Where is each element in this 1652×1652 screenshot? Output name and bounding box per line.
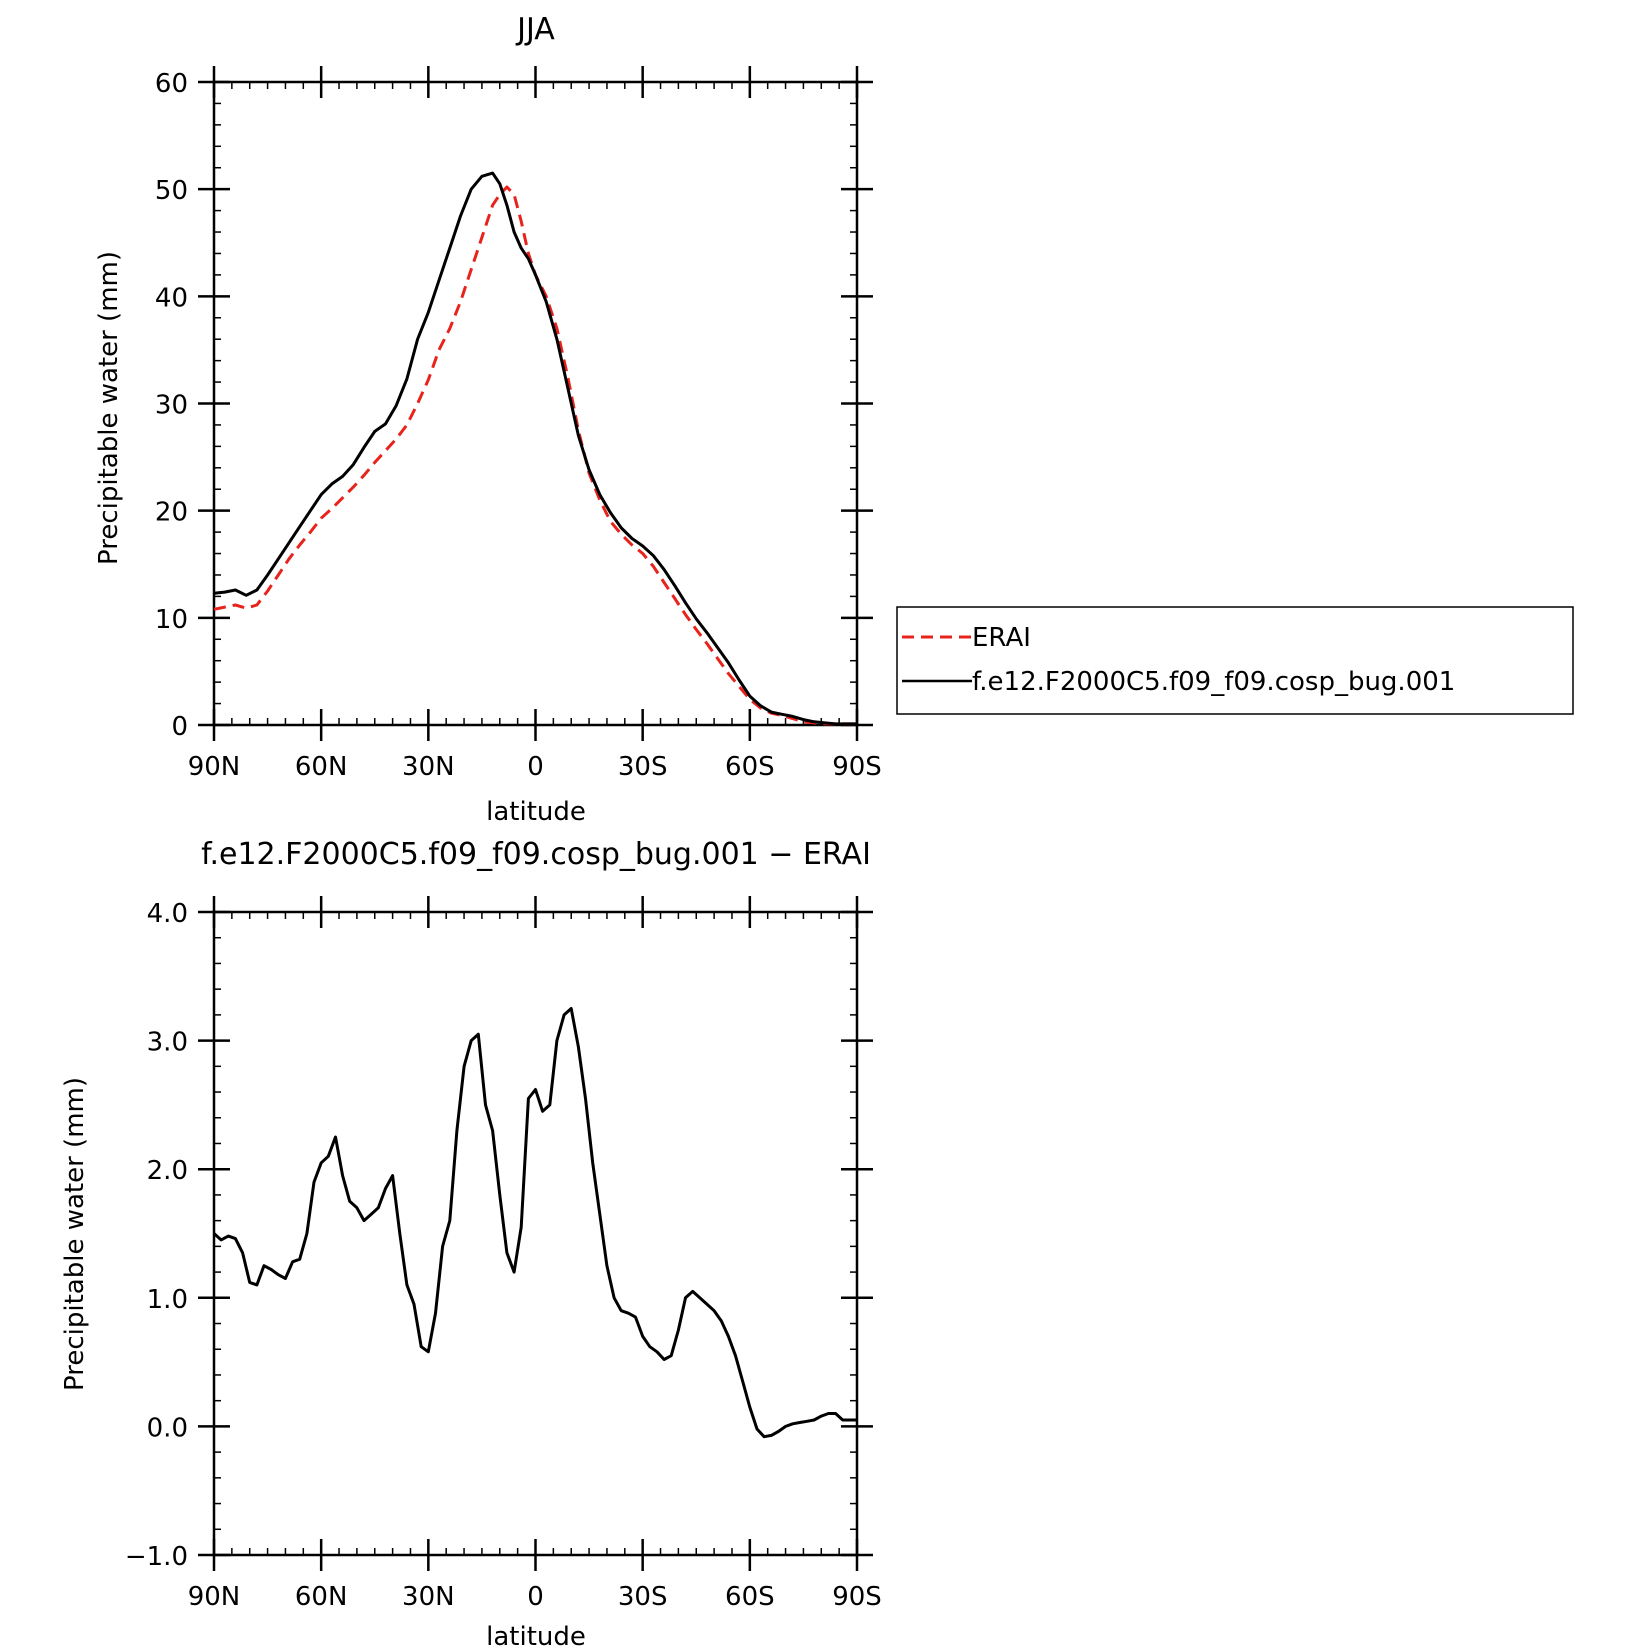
y-tick-label: 1.0	[147, 1285, 188, 1315]
x-tick-label: 60S	[725, 1582, 775, 1612]
x-tick-label: 0	[527, 1582, 544, 1612]
series-line-f-e12-f2000c5-f09-f09-cosp-bug-001	[214, 173, 857, 724]
x-tick-label: 30N	[402, 752, 455, 782]
x-tick-label: 60S	[725, 752, 775, 782]
x-tick-label: 60N	[295, 752, 348, 782]
x-tick-label: 30N	[402, 1582, 455, 1612]
legend-label-erai: ERAI	[972, 623, 1031, 653]
legend: ERAI f.e12.F2000C5.f09_f09.cosp_bug.001	[897, 607, 1573, 714]
y-tick-label: 50	[155, 176, 188, 206]
legend-label-model: f.e12.F2000C5.f09_f09.cosp_bug.001	[972, 667, 1455, 697]
bottom-plot-title: f.e12.F2000C5.f09_f09.cosp_bug.001 − ERA…	[201, 837, 871, 872]
x-tick-label: 0	[527, 752, 544, 782]
x-tick-label: 60N	[295, 1582, 348, 1612]
y-tick-label: 60	[155, 69, 188, 99]
y-tick-label: 4.0	[147, 899, 188, 929]
bottom-plot-xlabel: latitude	[486, 1622, 586, 1652]
x-tick-label: 30S	[618, 752, 668, 782]
x-tick-label: 30S	[618, 1582, 668, 1612]
plot-frame	[214, 912, 857, 1555]
top-plot-title: JJA	[515, 12, 555, 47]
y-tick-label: 0	[171, 712, 188, 742]
y-tick-label: −1.0	[125, 1542, 188, 1572]
x-tick-label: 90N	[188, 1582, 241, 1612]
top-plot: JJA latitude Precipitable water (mm) 90N…	[94, 12, 882, 827]
x-tick-label: 90N	[188, 752, 241, 782]
x-tick-label: 90S	[832, 752, 882, 782]
top-plot-ylabel: Precipitable water (mm)	[94, 251, 124, 565]
top-plot-xlabel: latitude	[486, 797, 586, 827]
y-tick-label: 20	[155, 498, 188, 528]
y-tick-label: 30	[155, 391, 188, 421]
series-line-erai	[214, 187, 857, 724]
x-tick-label: 90S	[832, 1582, 882, 1612]
plot-frame	[214, 82, 857, 725]
series-line-difference	[214, 1009, 857, 1437]
y-tick-label: 0.0	[147, 1413, 188, 1443]
bottom-plot-ylabel: Precipitable water (mm)	[60, 1077, 90, 1391]
bottom-plot: f.e12.F2000C5.f09_f09.cosp_bug.001 − ERA…	[60, 837, 882, 1652]
y-tick-label: 40	[155, 283, 188, 313]
y-tick-label: 10	[155, 605, 188, 635]
y-tick-label: 3.0	[147, 1028, 188, 1058]
y-tick-label: 2.0	[147, 1156, 188, 1186]
